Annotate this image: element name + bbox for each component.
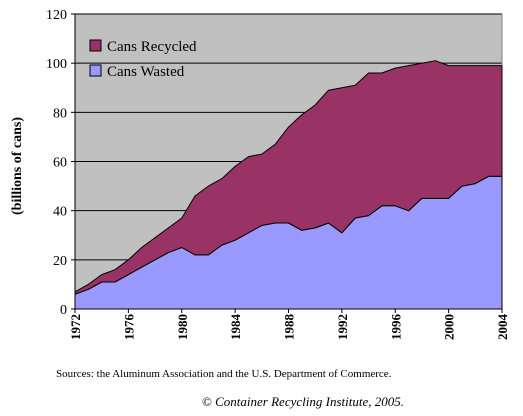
x-tick-label: 1996: [388, 314, 403, 341]
y-tick-label: 100: [46, 57, 67, 72]
x-tick-label: 1980: [175, 314, 190, 340]
legend-swatch-cans-recycled: [89, 39, 102, 52]
x-tick-label: 1972: [68, 314, 83, 340]
x-tick-labels: 1972 1976 1980 1984 1988 1992 1996 2000 2004: [68, 309, 510, 340]
x-tick-label: 1976: [121, 314, 136, 341]
y-tick-label: 80: [53, 106, 67, 121]
x-tick-label: 2000: [442, 314, 457, 340]
y-axis-label: (billions of cans): [10, 117, 25, 215]
legend-swatch-cans-wasted: [89, 64, 102, 77]
legend: Cans Recycled Cans Wasted: [89, 39, 197, 80]
x-tick-label: 2004: [495, 314, 510, 341]
copyright-symbol: ©: [202, 394, 212, 409]
y-tick-label: 40: [53, 205, 67, 220]
x-tick-label: 1988: [282, 314, 297, 341]
copyright-note: © Container Recycling Institute, 2005.: [202, 394, 404, 410]
source-note: Sources: the Aluminum Association and th…: [56, 368, 392, 380]
y-tick-label: 60: [53, 156, 67, 171]
series-areas: [74, 60, 503, 310]
y-tick-label: 0: [60, 303, 67, 318]
x-tick-label: 1992: [335, 314, 350, 340]
x-tick-label: 1984: [228, 314, 243, 341]
legend-label-cans-recycled: Cans Recycled: [107, 39, 197, 55]
y-tick-labels: 0 20 40 60 80 100 120: [46, 8, 75, 318]
series-area-cans-recycled: [74, 60, 503, 295]
legend-label-cans-wasted: Cans Wasted: [107, 64, 185, 80]
y-tick-label: 120: [46, 8, 67, 23]
y-tick-label: 20: [53, 254, 67, 269]
copyright-text: Container Recycling Institute, 2005.: [215, 394, 404, 409]
